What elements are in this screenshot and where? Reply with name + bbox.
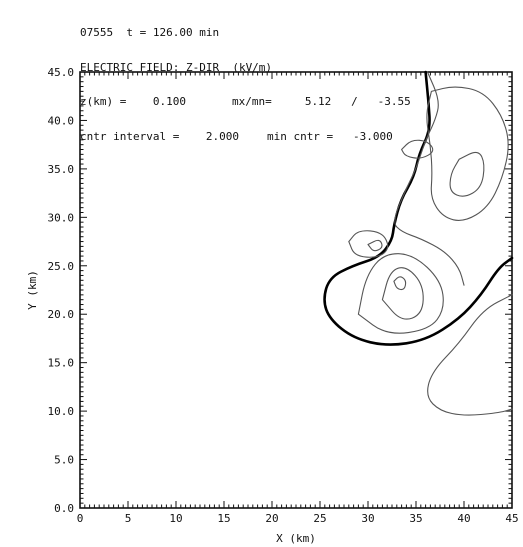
contour-line-11 — [427, 294, 513, 416]
header-mincontour-value: min cntr = -3.000 — [266, 129, 393, 143]
contour-line-6 — [381, 267, 424, 320]
header-z-value: z(km) = 0.100 — [80, 95, 186, 108]
x-tick-label: 15 — [217, 512, 230, 525]
y-axis-label: Y (km) — [26, 270, 39, 310]
y-tick-label: 5.0 — [54, 454, 74, 467]
header-contour-line: cntr interval = 2.000 min cntr = -3.000 — [80, 129, 411, 143]
contour-line-10 — [401, 139, 434, 159]
y-tick-label: 30.0 — [48, 211, 75, 224]
contour-line-9 — [367, 239, 383, 252]
axis-ticks — [79, 71, 513, 509]
x-tick-label: 40 — [457, 512, 470, 525]
x-tick-label: 5 — [125, 512, 132, 525]
plot-frame — [79, 71, 513, 509]
header-maxmin-value: mx/mn= 5.12 / -3.55 — [231, 95, 411, 108]
y-tick-label: 10.0 — [48, 405, 75, 418]
y-tick-label: 20.0 — [48, 308, 75, 321]
contour-lines — [323, 70, 514, 416]
x-tick-label: 45 — [505, 512, 518, 525]
y-tick-label: 0.0 — [54, 502, 74, 515]
header-z-line: z(km) = 0.100 mx/mn= 5.12 / -3.55 — [80, 96, 411, 108]
y-tick-label: 40.0 — [48, 114, 75, 127]
y-tick-label: 25.0 — [48, 260, 75, 273]
axis-tick-labels: 0 5 10 15 20 25 30 35 40 45 0.0 5.0 10.0 15.0 20.0 25.0… — [48, 66, 519, 525]
contour-line-5 — [357, 253, 444, 334]
x-tick-label: 10 — [169, 512, 182, 525]
contour-line-4 — [449, 151, 485, 197]
y-tick-label: 35.0 — [48, 163, 75, 176]
y-tick-label: 45.0 — [48, 66, 75, 79]
contour-line-2 — [394, 71, 465, 286]
x-tick-label: 30 — [361, 512, 374, 525]
x-tick-label: 0 — [77, 512, 84, 525]
x-axis-label: X (km) — [276, 532, 316, 545]
x-tick-label: 25 — [313, 512, 326, 525]
header-time-line: 07555 t = 126.00 min — [80, 26, 220, 39]
header-field-line: ELECTRIC FIELD: Z-DIR (kV/m) — [80, 60, 273, 74]
x-tick-label: 35 — [409, 512, 422, 525]
y-tick-label: 15.0 — [48, 357, 75, 370]
plot-header: 07555 t = 126.00 min ELECTRIC FIELD: Z-D… — [80, 4, 411, 154]
contour-line-3 — [426, 86, 509, 221]
contour-line-8 — [348, 230, 389, 258]
x-tick-label: 20 — [265, 512, 278, 525]
header-interval-value: cntr interval = 2.000 — [80, 129, 239, 143]
contour-line-7 — [393, 276, 407, 291]
